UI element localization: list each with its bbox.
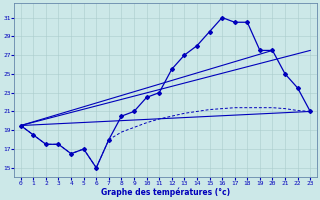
X-axis label: Graphe des températures (°c): Graphe des températures (°c) [101, 187, 230, 197]
